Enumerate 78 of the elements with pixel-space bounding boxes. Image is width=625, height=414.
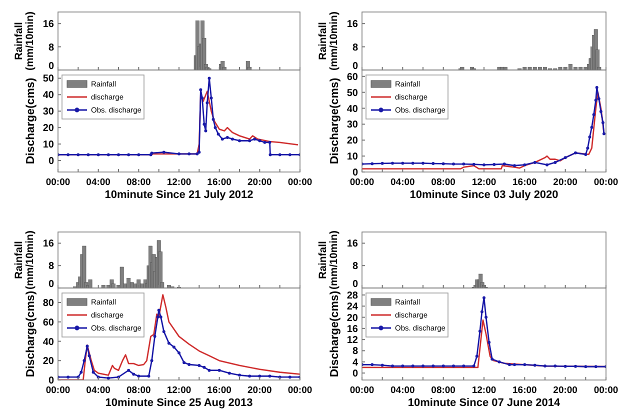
- y-tick-label: 20: [346, 136, 358, 147]
- y-tick-label: 0: [48, 61, 54, 72]
- x-tick-label: 08:00: [431, 385, 456, 396]
- x-tick-label: 12:00: [166, 177, 192, 188]
- y-tick-label: 50: [346, 88, 358, 99]
- x-tick-label: 16:00: [207, 385, 232, 396]
- y-tick-label: 8: [48, 261, 54, 272]
- y-tick-label: 30: [42, 106, 54, 118]
- x-tick-label: 16:00: [512, 177, 537, 188]
- y-tick-label: 0: [352, 368, 358, 380]
- y-tick-label: 10: [42, 140, 54, 151]
- x-tick-label: 08:00: [126, 177, 151, 188]
- x-tick-label: 00:00: [288, 177, 312, 188]
- x-tick-label: 12:00: [472, 385, 496, 396]
- y-tick-label: 40: [42, 336, 54, 348]
- y-tick-label: 16: [346, 19, 358, 30]
- x-tick-label: 20:00: [248, 177, 272, 188]
- y-tick-label: 0: [352, 279, 358, 290]
- y-tick-label: 60: [42, 317, 54, 328]
- y-tick-label: 8: [352, 42, 358, 54]
- y-axis-title: Discharge(cms): [25, 290, 37, 378]
- x-tick-label: 00:00: [288, 385, 312, 396]
- x-tick-label: 00:00: [594, 385, 618, 396]
- x-tick-label: 04:00: [86, 385, 110, 396]
- y-axis-title: Rainfall (mm/10min): [317, 230, 340, 290]
- y-axis-title: Rainfall (mm/10min): [317, 12, 340, 70]
- y-tick-label: 0: [48, 156, 54, 167]
- x-tick-label: 00:00: [594, 177, 618, 188]
- y-tick-label: 8: [48, 42, 54, 54]
- y-tick-label: 20: [346, 312, 358, 324]
- y-tick-label: 40: [346, 104, 358, 115]
- x-tick-label: 04:00: [390, 385, 415, 396]
- y-tick-label: 8: [352, 261, 358, 272]
- x-axis-title: 10minute Since 21 July 2012: [104, 189, 254, 201]
- y-tick-label: 16: [346, 324, 358, 335]
- y-tick-label: 20: [42, 356, 54, 368]
- y-axis-title: Discharge(cms): [25, 78, 37, 164]
- y-tick-label: 20: [42, 123, 54, 134]
- y-tick-label: 40: [42, 90, 54, 102]
- y-tick-label: 0: [352, 61, 358, 72]
- x-tick-label: 16:00: [207, 177, 232, 188]
- x-axis-title: 10minute Since 25 Aug 2013: [105, 397, 253, 409]
- y-tick-label: 12: [346, 335, 358, 346]
- x-tick-label: 00:00: [350, 177, 374, 188]
- x-tick-label: 12:00: [472, 177, 496, 188]
- y-tick-label: 80: [42, 298, 54, 310]
- y-tick-label: 8: [352, 346, 358, 358]
- y-tick-label: 24: [346, 302, 358, 313]
- y-tick-label: 16: [42, 19, 54, 30]
- x-tick-label: 08:00: [126, 385, 151, 396]
- y-axis-title: Discharge(cms): [329, 78, 341, 164]
- y-tick-label: 28: [346, 290, 358, 302]
- x-tick-label: 00:00: [46, 177, 70, 188]
- y-tick-label: 0: [352, 168, 358, 178]
- x-axis-title: 10minute Since 07 June 2014: [408, 397, 561, 409]
- x-tick-label: 12:00: [166, 385, 192, 396]
- y-tick-label: 0: [48, 376, 54, 386]
- y-tick-label: 16: [346, 238, 358, 250]
- x-tick-label: 20:00: [553, 385, 578, 396]
- x-tick-label: 20:00: [248, 385, 272, 396]
- x-tick-label: 08:00: [431, 177, 456, 188]
- y-axis-title: Rainfall (mm/10min): [13, 230, 36, 290]
- y-tick-label: 30: [346, 120, 358, 131]
- y-tick-label: 0: [48, 279, 54, 290]
- y-axis-title: Discharge(cms): [329, 290, 341, 378]
- x-tick-label: 20:00: [553, 177, 578, 188]
- x-tick-label: 00:00: [46, 385, 70, 396]
- y-axis-title: Rainfall (mm/10min): [13, 12, 36, 70]
- x-tick-label: 04:00: [390, 177, 415, 188]
- y-tick-label: 10: [346, 152, 358, 163]
- y-tick-label: 50: [42, 74, 54, 85]
- y-tick-label: 60: [346, 72, 358, 83]
- x-tick-label: 16:00: [512, 385, 537, 396]
- x-tick-label: 00:00: [350, 385, 374, 396]
- y-tick-label: 4: [352, 357, 358, 368]
- x-axis-title: 10minute Since 03 July 2020: [410, 189, 558, 201]
- x-tick-label: 04:00: [86, 177, 110, 188]
- y-tick-label: 16: [42, 238, 54, 250]
